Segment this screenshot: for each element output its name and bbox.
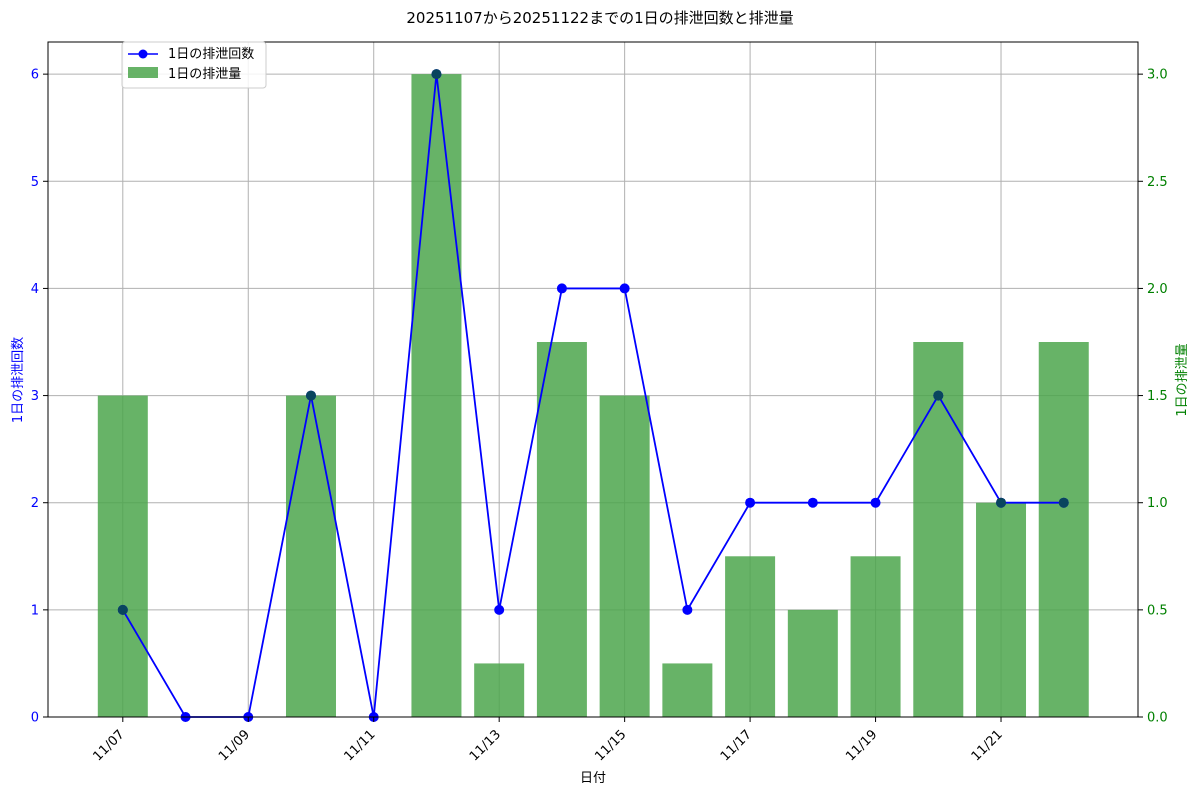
bar-11/12	[411, 74, 462, 717]
line-point-overlay-11/10	[305, 390, 316, 401]
left-y-axis-label: 1日の排泄回数	[11, 337, 26, 423]
legend-line-marker	[138, 49, 148, 59]
left-tick-label: 3	[31, 389, 39, 404]
line-point-overlay-11/07	[117, 604, 128, 615]
legend-label-count: 1日の排泄回数	[168, 47, 254, 62]
legend: 1日の排泄回数 1日の排泄量	[121, 41, 267, 89]
line-series	[117, 69, 1069, 722]
left-tick-label: 5	[31, 175, 39, 190]
x-tick-label: 11/19	[843, 727, 880, 764]
bar-11/19	[850, 556, 901, 717]
x-tick-label: 11/07	[91, 727, 128, 764]
bar-series	[97, 74, 1089, 717]
left-tick-label: 1	[31, 603, 39, 618]
line-point-11/17	[745, 497, 756, 508]
right-tick-label: 0.0	[1147, 711, 1168, 726]
bar-11/14	[536, 342, 587, 717]
left-tick-label: 2	[31, 496, 39, 511]
grid-lines	[48, 42, 1138, 718]
line-point-overlay-11/21	[996, 497, 1007, 508]
right-y-axis: 0.0 0.5 1.0 1.5 2.0 2.5 3.0	[1138, 68, 1168, 726]
plot-frame	[47, 41, 1139, 718]
line-point-overlay-11/20	[933, 390, 944, 401]
x-tick-label: 11/15	[592, 727, 629, 764]
line-path	[122, 74, 1064, 718]
x-axis-label: 日付	[580, 771, 606, 786]
x-tick-label: 11/11	[341, 727, 378, 764]
chart-title: 20251107から20251122までの1日の排泄回数と排泄量	[406, 9, 793, 27]
legend-bar-swatch	[128, 67, 158, 78]
line-point-11/16	[682, 604, 693, 615]
x-tick-label: 11/09	[216, 727, 253, 764]
bar-11/15	[599, 395, 650, 717]
bar-11/22	[1038, 342, 1089, 717]
left-tick-label: 4	[31, 282, 39, 297]
right-tick-label: 0.5	[1147, 603, 1168, 618]
x-tick-label: 11/21	[969, 727, 1006, 764]
right-tick-label: 3.0	[1147, 68, 1168, 83]
line-point-11/13	[494, 604, 505, 615]
bar-11/17	[725, 556, 776, 717]
right-tick-label: 1.5	[1147, 389, 1168, 404]
bar-11/21	[976, 502, 1027, 717]
line-point-11/15	[619, 283, 630, 294]
bar-11/10	[285, 395, 336, 717]
line-point-11/18	[807, 497, 818, 508]
left-tick-label: 6	[31, 68, 39, 83]
bar-11/07	[97, 395, 148, 717]
x-tick-label: 11/17	[718, 727, 755, 764]
line-point-overlay-11/22	[1058, 497, 1069, 508]
x-tick-label: 11/13	[467, 727, 504, 764]
legend-label-volume: 1日の排泄量	[168, 67, 241, 82]
right-tick-label: 2.5	[1147, 175, 1168, 190]
bar-11/18	[787, 609, 838, 717]
line-point-11/19	[870, 497, 881, 508]
bar-11/13	[474, 663, 525, 717]
bar-11/20	[913, 342, 964, 717]
left-tick-label: 0	[31, 711, 39, 726]
right-tick-label: 1.0	[1147, 496, 1168, 511]
left-y-axis: 0 1 2 3 4 5 6	[31, 68, 48, 726]
right-tick-label: 2.0	[1147, 282, 1168, 297]
bar-11/16	[662, 663, 713, 717]
line-point-overlay-11/12	[431, 69, 442, 80]
line-point-11/14	[556, 283, 567, 294]
right-y-axis-label: 1日の排泄量	[1175, 343, 1190, 416]
x-axis: 11/07 11/09 11/11 11/13 11/15 11/17 11/19 11/21	[91, 717, 1006, 764]
